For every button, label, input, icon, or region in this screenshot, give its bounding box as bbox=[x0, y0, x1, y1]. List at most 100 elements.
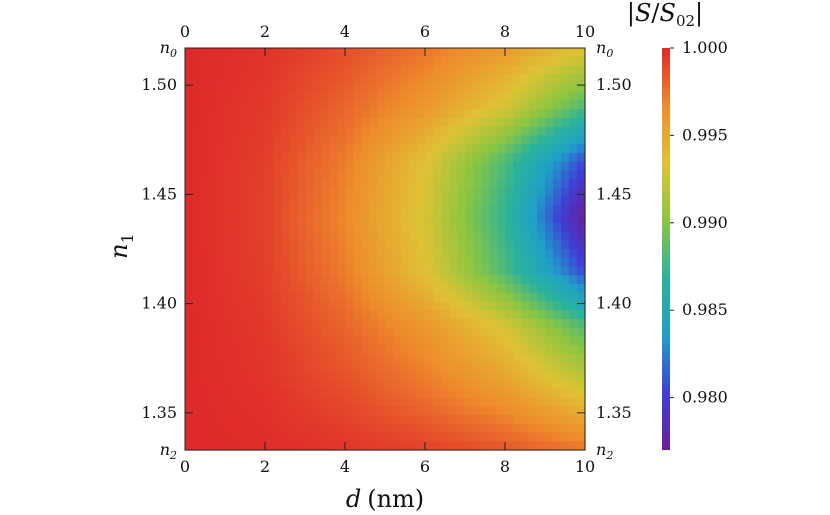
heatmap-cell bbox=[361, 152, 370, 163]
heatmap-cell bbox=[369, 170, 378, 180]
heatmap-cell bbox=[401, 152, 410, 163]
heatmap-cell bbox=[345, 266, 354, 276]
heatmap-cell bbox=[505, 144, 514, 154]
heatmap-cell bbox=[353, 318, 362, 329]
heatmap-cell bbox=[201, 240, 210, 250]
heatmap-cell bbox=[377, 161, 386, 171]
heatmap-cell bbox=[505, 345, 514, 355]
heatmap-cell bbox=[409, 336, 418, 346]
heatmap-cell bbox=[281, 91, 290, 102]
heatmap-cell bbox=[209, 397, 218, 407]
heatmap-cell bbox=[289, 135, 298, 145]
heatmap-cell bbox=[217, 292, 226, 303]
heatmap-cell bbox=[249, 214, 258, 224]
heatmap-cell bbox=[473, 318, 482, 329]
heatmap-cell bbox=[569, 380, 578, 390]
heatmap-cell bbox=[473, 126, 482, 136]
heatmap-cell bbox=[473, 91, 482, 102]
heatmap-cell bbox=[457, 257, 466, 268]
heatmap-cell bbox=[225, 266, 234, 276]
heatmap-cell bbox=[321, 56, 330, 67]
heatmap-cell bbox=[521, 353, 530, 364]
heatmap-cell bbox=[329, 187, 338, 198]
heatmap-cell bbox=[193, 275, 202, 285]
heatmap-cell bbox=[433, 48, 442, 58]
heatmap-cell bbox=[401, 275, 410, 285]
heatmap-cell bbox=[545, 56, 554, 67]
heatmap-cell bbox=[217, 240, 226, 250]
heatmap-cell bbox=[185, 152, 194, 163]
heatmap-cell bbox=[377, 397, 386, 407]
heatmap-cell bbox=[249, 380, 258, 390]
heatmap-cell bbox=[225, 109, 234, 119]
heatmap-cell bbox=[217, 196, 226, 206]
heatmap-cell bbox=[385, 100, 394, 110]
heatmap-cell bbox=[329, 214, 338, 224]
heatmap-cell bbox=[289, 240, 298, 250]
heatmap-cell bbox=[569, 56, 578, 67]
heatmap-cell bbox=[281, 380, 290, 390]
heatmap-cell bbox=[321, 310, 330, 320]
heatmap-cell bbox=[377, 179, 386, 189]
heatmap-cell bbox=[465, 301, 474, 311]
heatmap-cell bbox=[489, 205, 498, 215]
heatmap-cell bbox=[337, 117, 346, 128]
heatmap-cell bbox=[561, 353, 570, 364]
heatmap-cell bbox=[441, 65, 450, 75]
heatmap-cell bbox=[209, 48, 218, 58]
heatmap-cell bbox=[569, 214, 578, 224]
heatmap-cell bbox=[409, 275, 418, 285]
heatmap-cell bbox=[265, 117, 274, 128]
heatmap-cell bbox=[473, 380, 482, 390]
heatmap-cell bbox=[473, 187, 482, 198]
heatmap-cell bbox=[225, 371, 234, 381]
heatmap-cell bbox=[433, 353, 442, 364]
heatmap-cell bbox=[441, 327, 450, 337]
heatmap-cell bbox=[345, 135, 354, 145]
heatmap-cell bbox=[225, 292, 234, 303]
heatmap-cell bbox=[321, 397, 330, 407]
heatmap-cell bbox=[345, 353, 354, 364]
heatmap-cell bbox=[241, 126, 250, 136]
heatmap-cell bbox=[473, 205, 482, 215]
heatmap-cell bbox=[345, 170, 354, 180]
heatmap-cell bbox=[481, 336, 490, 346]
heatmap-cell bbox=[521, 187, 530, 198]
heatmap-cell bbox=[561, 397, 570, 407]
heatmap-cell bbox=[249, 56, 258, 67]
heatmap-cell bbox=[521, 388, 530, 399]
heatmap-cell bbox=[289, 117, 298, 128]
heatmap-cell bbox=[305, 301, 314, 311]
heatmap-cell bbox=[241, 310, 250, 320]
heatmap-cell bbox=[545, 222, 554, 233]
heatmap-cell bbox=[577, 249, 586, 259]
heatmap-cell bbox=[281, 441, 290, 451]
heatmap-cell bbox=[401, 327, 410, 337]
heatmap-cell bbox=[385, 170, 394, 180]
heatmap-cell bbox=[217, 362, 226, 372]
heatmap-cell bbox=[217, 310, 226, 320]
heatmap-cell bbox=[569, 406, 578, 416]
heatmap-cell bbox=[345, 397, 354, 407]
heatmap-cell bbox=[409, 388, 418, 399]
heatmap-cell bbox=[417, 257, 426, 268]
heatmap-cell bbox=[489, 214, 498, 224]
heatmap-cell bbox=[201, 126, 210, 136]
heatmap-cell bbox=[417, 126, 426, 136]
heatmap-cell bbox=[305, 371, 314, 381]
heatmap-cell bbox=[473, 161, 482, 171]
heatmap-cell bbox=[529, 179, 538, 189]
heatmap-cell bbox=[305, 249, 314, 259]
heatmap-cell bbox=[401, 441, 410, 451]
heatmap-cell bbox=[529, 415, 538, 425]
heatmap-cell bbox=[497, 336, 506, 346]
heatmap-cell bbox=[545, 415, 554, 425]
heatmap-cell bbox=[513, 397, 522, 407]
heatmap-cell bbox=[521, 82, 530, 93]
heatmap-cell bbox=[497, 65, 506, 75]
heatmap-cell bbox=[385, 48, 394, 58]
heatmap-cell bbox=[505, 415, 514, 425]
heatmap-cell bbox=[401, 170, 410, 180]
heatmap-cell bbox=[329, 82, 338, 93]
